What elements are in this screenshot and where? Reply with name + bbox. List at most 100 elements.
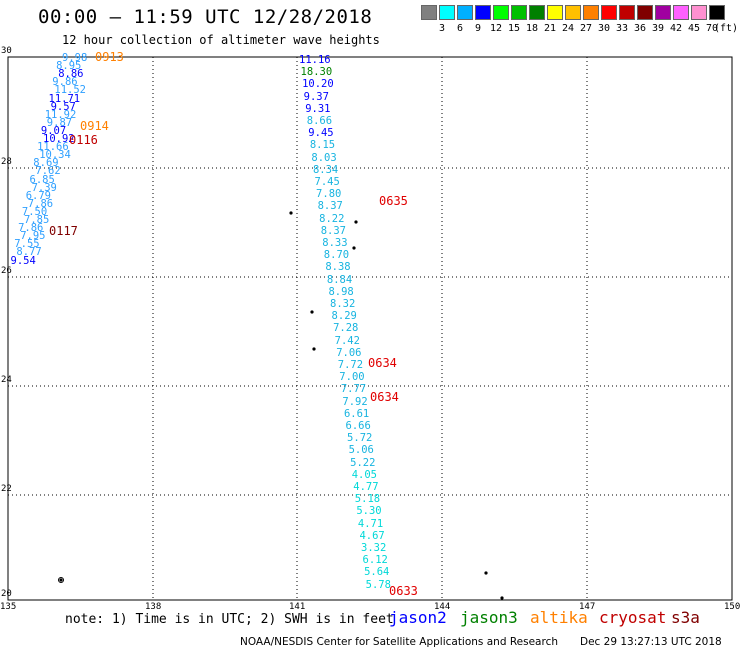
- wave-height-label: 8.70: [323, 249, 350, 262]
- lon-tick-label: 135: [0, 602, 17, 612]
- wave-height-label: 4.05: [351, 468, 377, 481]
- legend-label: 36: [633, 23, 647, 34]
- island-mark: [59, 578, 63, 582]
- wave-height-label: 6.66: [345, 420, 371, 432]
- wave-height-label: 6.12: [362, 554, 388, 567]
- wave-height-label: 8.98: [328, 285, 354, 298]
- island-mark: [354, 220, 358, 224]
- legend-label: 3: [438, 23, 446, 34]
- time-label: 0913: [95, 50, 124, 64]
- wave-height-label: 7.95: [20, 230, 46, 243]
- lat-tick-label: 22: [1, 484, 12, 494]
- wave-height-label: 7.72: [337, 359, 364, 371]
- wave-height-label: 7.06: [336, 346, 362, 359]
- legend-label: 70: [705, 23, 719, 34]
- wave-height-label: 5.18: [354, 493, 381, 506]
- wave-height-label: 11.92: [44, 108, 77, 121]
- legend-label: 42: [669, 23, 683, 34]
- time-label: 0633: [389, 584, 418, 598]
- wave-height-label: 8.22: [319, 212, 345, 225]
- legend-swatch: [547, 5, 563, 20]
- time-label: 0634: [368, 356, 397, 370]
- map-title: 00:00 – 11:59 UTC 12/28/2018: [38, 6, 373, 28]
- wave-height-label: 7.55: [14, 238, 40, 251]
- wave-height-label: 8.37: [320, 224, 346, 237]
- wave-height-label: 9.31: [305, 102, 331, 115]
- legend-label: 15: [507, 23, 521, 34]
- wave-height-label: 9.57: [50, 100, 76, 113]
- wave-height-label: 11.66: [37, 141, 69, 154]
- legend-swatch: [457, 5, 473, 20]
- satellite-s3a: s3a: [671, 608, 700, 627]
- wave-height-label: 7.86: [18, 222, 44, 235]
- wave-height-label: 8.86: [58, 68, 84, 81]
- wave-height-label: 9.37: [303, 90, 329, 103]
- map-frame: [7, 56, 733, 601]
- legend-swatch: [529, 5, 545, 20]
- legend-label: 33: [615, 23, 629, 34]
- legend-swatch: [655, 5, 671, 20]
- wave-height-label: 7.28: [333, 322, 359, 335]
- legend-label: 45: [687, 23, 701, 34]
- satellite-cryosat: cryosat: [599, 608, 667, 627]
- wave-height-label: 9.54: [10, 254, 36, 267]
- wave-height-label: 7.00: [339, 371, 365, 384]
- note-text: note: 1) Time is in UTC; 2) SWH is in fe…: [65, 612, 394, 627]
- wave-height-label: 9.86: [52, 76, 78, 89]
- wave-height-label: 5.22: [350, 456, 376, 469]
- wave-height-label: 11.16: [299, 54, 331, 66]
- island-mark: [500, 596, 504, 600]
- wave-height-label: 9.45: [308, 127, 334, 140]
- legend-swatch: [673, 5, 689, 20]
- island-mark: [312, 347, 316, 351]
- legend-swatch: [565, 5, 581, 20]
- island-mark: [484, 571, 488, 575]
- wave-height-label: 7.85: [24, 214, 50, 226]
- lat-tick-label: 24: [1, 375, 12, 385]
- wave-height-label: 4.71: [357, 517, 384, 530]
- legend-swatch: [493, 5, 509, 20]
- legend-label: 21: [543, 23, 557, 34]
- wave-height-label: 7.92: [342, 395, 368, 408]
- lat-tick-label: 28: [1, 157, 12, 167]
- wave-height-label: 8.95: [56, 60, 82, 73]
- time-label: 0117: [49, 224, 78, 238]
- wave-height-label: 4.67: [359, 529, 385, 542]
- lat-tick-label: 30: [1, 46, 12, 56]
- satellite-altika: altika: [530, 608, 588, 627]
- wave-height-label: 5.72: [347, 432, 373, 445]
- island-mark: [310, 310, 314, 314]
- wave-height-label: 7.86: [27, 197, 54, 210]
- legend-swatch: [475, 5, 491, 20]
- wave-height-label: 3.32: [361, 542, 387, 554]
- legend-swatch: [619, 5, 635, 20]
- island-mark: [352, 246, 356, 250]
- wave-height-label: 7.42: [334, 334, 360, 347]
- wave-height-label: 7.45: [314, 176, 340, 188]
- lon-tick-label: 144: [434, 602, 451, 612]
- lat-tick-label: 20: [1, 589, 12, 599]
- wave-height-label: 8.15: [309, 139, 336, 152]
- legend-label: 27: [579, 23, 593, 34]
- wave-height-label: 5.64: [364, 566, 390, 579]
- wave-height-label: 8.38: [325, 261, 351, 274]
- wave-height-label: 5.30: [356, 505, 382, 518]
- wave-height-label: 8.29: [331, 310, 357, 323]
- time-label: 0634: [370, 390, 399, 404]
- wave-height-label: 5.06: [348, 444, 374, 457]
- wave-height-label: 6.85: [29, 173, 55, 186]
- legend-label: 12: [489, 23, 503, 34]
- legend-label: 39: [651, 23, 665, 34]
- wave-height-label: 9.87: [46, 116, 73, 129]
- wave-height-label: 5.78: [365, 578, 391, 591]
- time-label: 0116: [69, 133, 98, 147]
- wave-height-label: 8.37: [317, 200, 343, 213]
- legend-swatch: [709, 5, 725, 20]
- legend-label: 9: [474, 23, 482, 34]
- island-mark: [289, 211, 293, 215]
- wave-height-label: 7.80: [316, 188, 342, 201]
- wave-height-label: 8.69: [33, 157, 59, 170]
- legend-swatch: [601, 5, 617, 20]
- legend-swatch: [511, 5, 527, 20]
- wave-height-label: 9.98: [62, 52, 88, 64]
